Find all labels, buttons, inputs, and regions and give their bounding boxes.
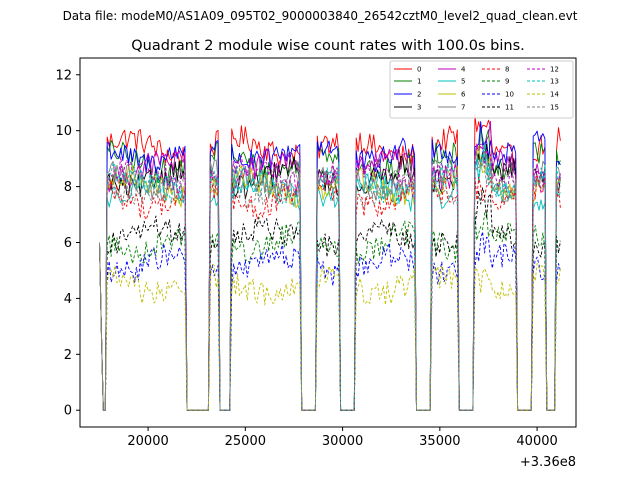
x-tick-label: 40000 <box>516 434 557 449</box>
y-tick-label: 6 <box>64 236 72 251</box>
x-tick-label: 25000 <box>225 434 266 449</box>
legend-label-1: 1 <box>417 78 421 86</box>
x-axis: 20000 25000 30000 35000 40000 <box>127 427 558 449</box>
x-tick-label: 20000 <box>127 434 168 449</box>
series-line-14 <box>99 242 561 411</box>
legend-box <box>389 60 574 119</box>
x-tick-label: 35000 <box>419 434 460 449</box>
legend-label-7: 7 <box>461 104 465 112</box>
legend-label-10: 10 <box>505 91 514 99</box>
legend-label-8: 8 <box>505 66 509 74</box>
legend-label-2: 2 <box>417 91 421 99</box>
series-line-13 <box>99 150 561 411</box>
legend-label-13: 13 <box>550 78 559 86</box>
legend-label-6: 6 <box>461 91 466 99</box>
y-tick-label: 12 <box>55 68 72 83</box>
legend-label-5: 5 <box>461 78 465 86</box>
legend-label-4: 4 <box>461 66 466 74</box>
series-layer <box>99 114 561 411</box>
legend-label-15: 15 <box>550 104 559 112</box>
y-axis: 0 2 4 6 8 10 12 <box>55 68 80 419</box>
series-line-10 <box>99 231 561 411</box>
x-offset-label: +3.36e8 <box>520 455 576 470</box>
y-tick-label: 10 <box>55 124 72 139</box>
y-tick-label: 4 <box>64 292 72 307</box>
series-line-15 <box>99 160 561 411</box>
legend-label-0: 0 <box>417 66 421 74</box>
y-tick-label: 0 <box>64 404 72 419</box>
legend-label-3: 3 <box>417 104 421 112</box>
series-line-11 <box>99 187 561 411</box>
legend-label-12: 12 <box>550 66 559 74</box>
series-line-8 <box>99 173 561 411</box>
legend-label-9: 9 <box>505 78 509 86</box>
legend-label-11: 11 <box>505 104 514 112</box>
chart-title: Quadrant 2 module wise count rates with … <box>131 38 525 54</box>
y-tick-label: 8 <box>64 180 72 195</box>
legend-label-14: 14 <box>550 91 559 99</box>
x-tick-label: 30000 <box>322 434 363 449</box>
y-tick-label: 2 <box>64 348 72 363</box>
chart-suptitle: Data file: modeM0/AS1A09_095T02_90000038… <box>63 9 578 23</box>
